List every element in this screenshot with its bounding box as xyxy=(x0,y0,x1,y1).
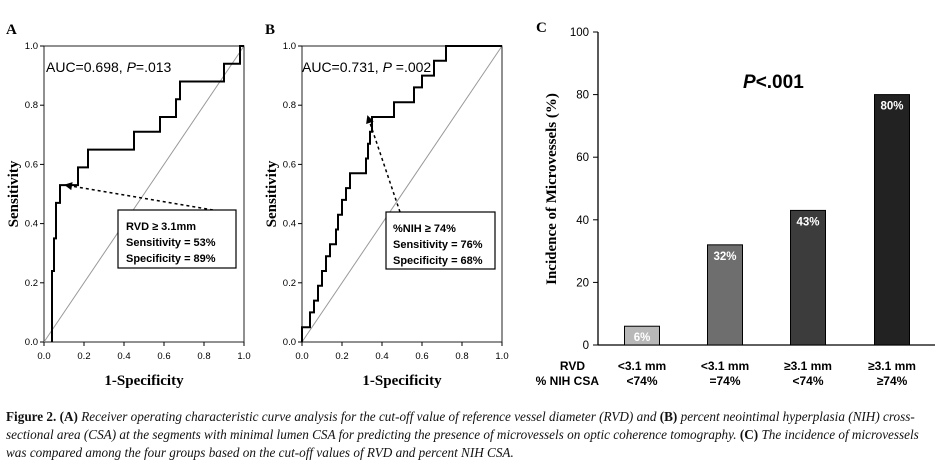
figure-caption: Figure 2. (A) Receiver operating charact… xyxy=(6,408,936,462)
y-tick-label-c: 100 xyxy=(570,27,589,39)
y-tick-label-b: 0.2 xyxy=(283,278,296,289)
x-tick-label-b: 0.4 xyxy=(375,351,388,362)
y-tick-label-c: 60 xyxy=(576,152,589,164)
annotation-line-a: RVD ≥ 3.1mm xyxy=(126,221,196,233)
annotation-line-b: %NIH ≥ 74% xyxy=(393,223,456,235)
roc-chart-rvd: A 0.0 0.2 0.4 0.6 0.8 1.0 0.00.20.40.60.81.0 … xyxy=(6,22,251,389)
bar-value-label: 43% xyxy=(796,216,819,228)
bar-value-label: 6% xyxy=(634,332,651,344)
row-label-rvd: RVD xyxy=(560,359,585,373)
bar-4 xyxy=(874,94,910,346)
x-axis-label-b: 1-Specificity xyxy=(362,373,442,389)
category-label-nih: <74% xyxy=(626,374,657,388)
x-tick-label-a: 0.4 xyxy=(117,351,130,362)
caption-text-b: percent neointimal hyperplasia (NIH) cro… xyxy=(6,409,915,442)
y-tick-label-b: 0.6 xyxy=(283,159,296,170)
x-tick-label-b: 1.0 xyxy=(495,351,508,362)
x-tick-label-a: 0.8 xyxy=(197,351,210,362)
category-label-nih: <74% xyxy=(792,374,823,388)
cutoff-annotation-a: RVD ≥ 3.1mm Sensitivity = 53% Specificity … xyxy=(126,221,216,265)
category-label-nih: ≥74% xyxy=(877,374,908,388)
x-tick-label-b: 0.2 xyxy=(335,351,348,362)
bar-2 xyxy=(707,244,743,346)
caption-part-c: (C) xyxy=(739,427,759,442)
x-tick-label-a: 0.0 xyxy=(37,351,50,362)
x-tick-label-b: 0.8 xyxy=(455,351,468,362)
caption-part-b: (B) xyxy=(659,409,678,424)
x-tick-label-a: 1.0 xyxy=(237,351,250,362)
cutoff-box-a xyxy=(117,209,237,269)
panel-label-a: A xyxy=(6,22,17,38)
y-tick-label-c: 20 xyxy=(576,277,589,289)
caption-text-c: The incidence of microvessels was compar… xyxy=(6,427,919,460)
cutoff-leader-a xyxy=(71,185,214,211)
category-label-rvd: ≥3.1 mm xyxy=(784,359,832,373)
chance-diagonal-b xyxy=(301,45,503,343)
category-label-rvd: <3.1 mm xyxy=(618,359,666,373)
caption-part-a: (A) xyxy=(59,409,78,424)
caption-label: Figure 2. xyxy=(6,409,57,424)
y-tick-label-c: 0 xyxy=(583,340,589,352)
cutoff-box-b xyxy=(385,211,496,270)
y-tick-label-a: 1.0 xyxy=(25,41,38,52)
category-label-rvd: <3.1 mm xyxy=(701,359,749,373)
category-label-nih: =74% xyxy=(709,374,740,388)
x-tick-label-a: 0.6 xyxy=(157,351,170,362)
annotation-line-b: Specificity = 68% xyxy=(393,255,483,267)
roc-chart-nih: B 0.0 0.2 0.4 0.6 0.8 1.0 0.00.20.40.60.81.0 … xyxy=(264,22,509,389)
x-tick-label-b: 0.0 xyxy=(295,351,308,362)
y-tick-label-a: 0.4 xyxy=(25,219,38,230)
annotation-line-b: Sensitivity = 76% xyxy=(393,239,483,251)
y-tick-label-c: 40 xyxy=(576,215,589,227)
auc-label-b: AUC=0.731, P =.002 xyxy=(302,59,431,75)
x-axis-label-a: 1-Specificity xyxy=(104,373,184,389)
y-tick-label-a: 0.6 xyxy=(25,159,38,170)
y-tick-label-c: 80 xyxy=(576,90,589,102)
panel-label-b: B xyxy=(265,22,275,38)
y-axis-label-c: Incidence of Microvessels (%) xyxy=(544,93,560,285)
cutoff-arrow-b xyxy=(366,115,374,125)
y-tick-label-b: 0.4 xyxy=(283,219,296,230)
y-axis-label-b: Sensitivity xyxy=(264,160,280,227)
cutoff-arrow-a xyxy=(64,182,73,191)
plot-frame-a xyxy=(43,45,245,343)
bar-3 xyxy=(790,209,826,346)
panel-label-c: C xyxy=(536,20,547,36)
bar-1 xyxy=(624,325,660,346)
chance-diagonal-a xyxy=(43,45,245,343)
auc-label-a: AUC=0.698, P=.013 xyxy=(46,59,172,75)
roc-curve-a xyxy=(51,45,244,342)
y-tick-label-a: 0.0 xyxy=(25,337,38,348)
cutoff-leader-b xyxy=(369,122,401,213)
y-tick-label-a: 0.2 xyxy=(25,278,38,289)
roc-curve-b xyxy=(301,45,502,342)
annotation-line-a: Specificity = 89% xyxy=(126,253,216,265)
cutoff-annotation-b: %NIH ≥ 74% Sensitivity = 76% Specificity =… xyxy=(393,223,483,267)
row-label-nih: % NIH CSA xyxy=(536,374,600,388)
annotation-line-a: Sensitivity = 53% xyxy=(126,237,216,249)
y-tick-label-a: 0.8 xyxy=(25,100,38,111)
x-tick-label-a: 0.2 xyxy=(77,351,90,362)
y-tick-label-b: 1.0 xyxy=(283,41,296,52)
p-value-c: P<.001 xyxy=(743,72,804,93)
category-label-rvd: ≥3.1 mm xyxy=(868,359,916,373)
y-tick-label-b: 0.0 xyxy=(283,337,296,348)
bar-value-label: 32% xyxy=(713,251,736,263)
y-tick-label-b: 0.8 xyxy=(283,100,296,111)
bar-chart-microvessels: C 0 20 40 60 80 100 6% 32% 43% 80% P<.001 Incide… xyxy=(536,20,935,388)
bar-value-label: 80% xyxy=(880,101,903,113)
plot-frame-b xyxy=(301,45,503,343)
x-tick-label-b: 0.6 xyxy=(415,351,428,362)
y-axis-label-a: Sensitivity xyxy=(6,160,22,227)
caption-text-a: Receiver operating characteristic curve … xyxy=(77,409,660,424)
